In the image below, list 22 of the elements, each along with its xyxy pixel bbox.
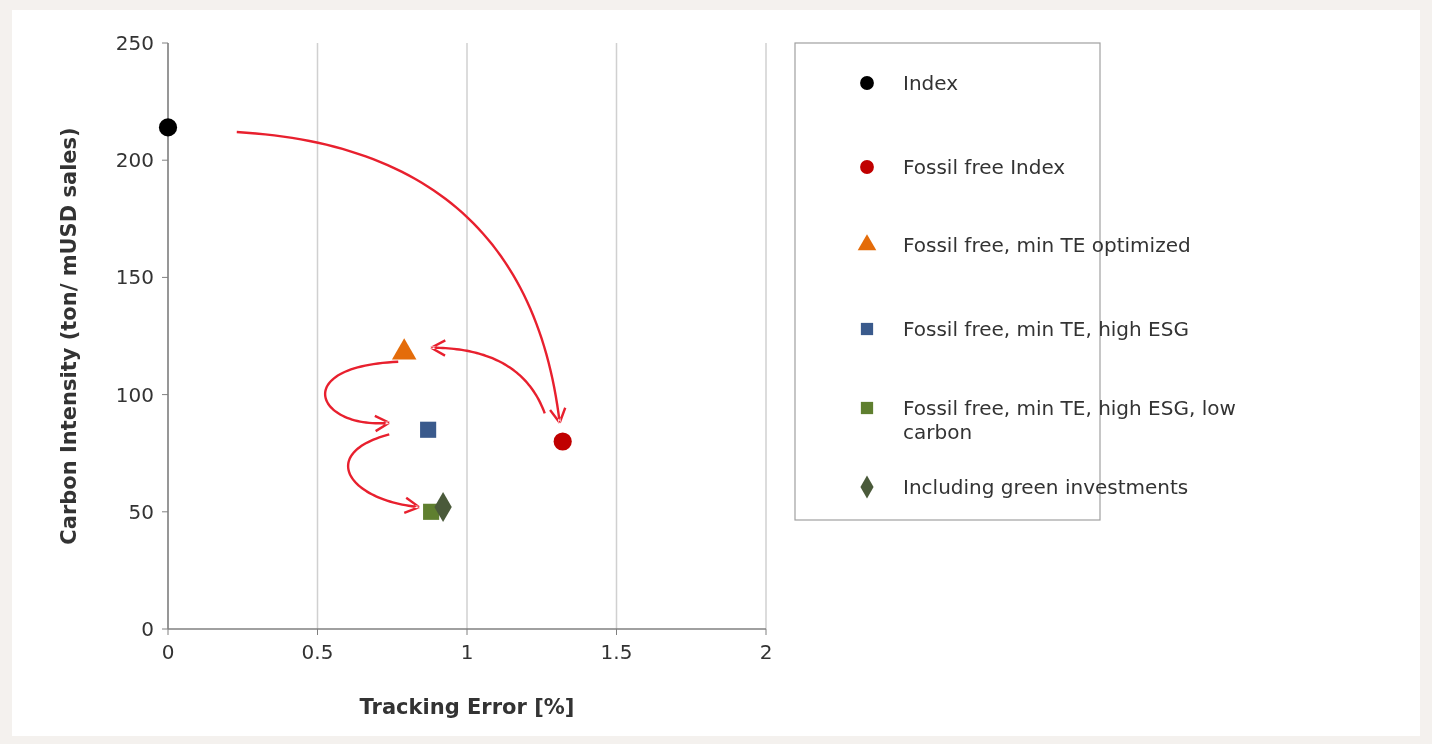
y-tick-label: 100 <box>115 382 154 407</box>
x-axis-title: Tracking Error [%] <box>359 695 575 719</box>
y-tick-label: 50 <box>128 499 154 524</box>
point <box>553 432 572 451</box>
y-tick-label: 0 <box>141 617 154 641</box>
y-axis-title: Carbon Intensity (ton/ mUSD sales) <box>57 127 81 545</box>
y-tick-label: 250 <box>115 31 154 55</box>
legend-label: Index <box>903 71 959 95</box>
legend-label: Including green investments <box>903 475 1189 499</box>
x-tick-label: 1 <box>460 640 474 664</box>
point <box>420 421 437 438</box>
legend-label: Fossil free, min TE, high ESG <box>903 317 1189 341</box>
x-tick-label: 1.5 <box>600 640 633 664</box>
legend-label: Fossil free, min TE optimized <box>903 233 1191 257</box>
x-tick-label: 2 <box>759 640 773 664</box>
legend-label: Fossil free, min TE, high ESG, low carbon <box>903 396 1236 444</box>
x-tick-label: 0 <box>161 640 175 664</box>
y-tick-label: 150 <box>115 265 154 290</box>
point <box>158 118 178 137</box>
x-tick-label: 0.5 <box>301 640 334 664</box>
y-tick-label: 200 <box>115 148 154 173</box>
legend-label: Fossil free Index <box>903 155 1066 179</box>
